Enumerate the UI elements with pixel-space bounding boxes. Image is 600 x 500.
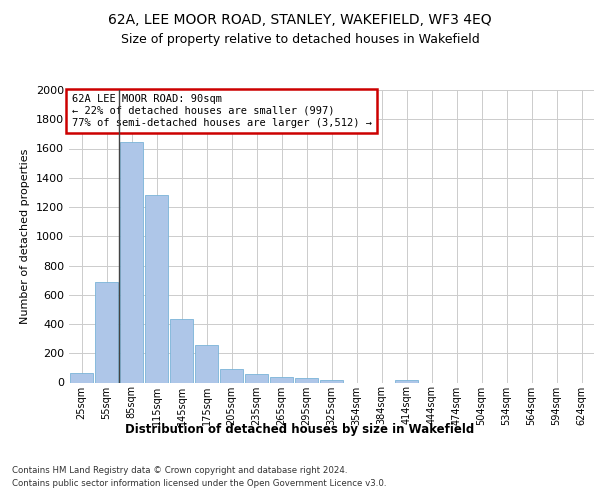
- Bar: [320, 380, 343, 382]
- Text: Contains HM Land Registry data © Crown copyright and database right 2024.: Contains HM Land Registry data © Crown c…: [12, 466, 347, 475]
- Bar: [295, 378, 318, 382]
- Bar: [145, 194, 168, 382]
- Bar: [70, 373, 93, 382]
- Bar: [195, 345, 218, 383]
- Text: Distribution of detached houses by size in Wakefield: Distribution of detached houses by size …: [125, 422, 475, 436]
- Bar: [170, 319, 193, 382]
- Text: 62A, LEE MOOR ROAD, STANLEY, WAKEFIELD, WF3 4EQ: 62A, LEE MOOR ROAD, STANLEY, WAKEFIELD, …: [108, 12, 492, 26]
- Y-axis label: Number of detached properties: Number of detached properties: [20, 148, 31, 324]
- Bar: [245, 374, 268, 382]
- Bar: [95, 282, 118, 382]
- Text: Contains public sector information licensed under the Open Government Licence v3: Contains public sector information licen…: [12, 479, 386, 488]
- Bar: [120, 142, 143, 382]
- Text: 62A LEE MOOR ROAD: 90sqm
← 22% of detached houses are smaller (997)
77% of semi-: 62A LEE MOOR ROAD: 90sqm ← 22% of detach…: [71, 94, 371, 128]
- Bar: [395, 380, 418, 382]
- Text: Size of property relative to detached houses in Wakefield: Size of property relative to detached ho…: [121, 32, 479, 46]
- Bar: [220, 370, 243, 382]
- Bar: [270, 378, 293, 382]
